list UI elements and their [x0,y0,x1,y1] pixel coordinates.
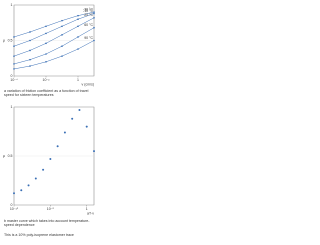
point [13,192,15,195]
point [77,25,79,28]
point [61,45,63,47]
x-tick-label: 10⁻¹⁰ [10,207,19,211]
series-line [13,27,95,65]
y-tick-label: 0 [11,203,13,207]
point [77,36,79,38]
series-label: -10 °C [83,9,93,13]
point [93,11,95,13]
x-tick-label: 10⁻⁵ [47,207,55,211]
series-line [13,17,95,57]
caption: a variation of friction coefficient as a… [4,89,89,98]
point [93,26,95,29]
page: 0 0.5 1 10⁻⁴ 10⁻² 1 μ v (cm/s) -30 °C -10 °C 20 °C… [0,0,100,245]
point [93,39,95,42]
point [93,150,95,153]
point [77,18,79,21]
point [20,189,23,192]
point [13,36,15,38]
chart: 0 0.5 1 10⁻¹⁰ 10⁻⁵ 1 μ aT·v [3,105,95,215]
point [29,65,31,67]
point [13,68,15,70]
y-tick-label: 1 [11,105,13,109]
point [45,25,47,28]
point [63,131,66,134]
point [56,145,59,148]
point [27,184,30,187]
point [61,25,63,28]
x-tick-label: 1 [86,207,88,211]
point [29,39,31,42]
point [71,117,74,120]
series-label: 90 °C [84,36,93,40]
point [45,42,47,45]
x-tick-label: 10⁻⁴ [10,78,18,82]
point [34,177,37,180]
series-line [13,13,95,47]
point [78,108,81,111]
point [29,49,31,52]
x-axis-label: v (cm/s) [82,82,94,86]
point [85,125,88,128]
series-label: -30 °C [83,8,93,12]
point [45,32,47,35]
point [61,34,63,36]
point [61,19,63,22]
point [13,55,15,57]
series-line [13,11,95,38]
point [49,157,52,160]
x-tick-label: 10⁻² [43,78,51,82]
x-tick-label: 1 [77,78,79,82]
y-tick-label: 0 [11,74,13,78]
point [13,63,15,65]
caption: b master curve which takes into account … [4,219,90,228]
y-tick-label: 0.5 [8,154,13,158]
y-tick-label: 0.5 [8,38,13,42]
x-axis-label: aT·v [87,211,94,215]
point [61,55,63,57]
point [45,61,47,63]
y-axis-label: μ [3,38,5,42]
point [77,48,79,50]
point [29,58,31,61]
chart: 0 0.5 1 10⁻⁴ 10⁻² 1 μ v (cm/s) -30 °C-10 °C20 °C… [3,3,95,86]
series-line [13,40,95,70]
point [93,16,95,19]
y-tick-label: 1 [11,3,13,7]
point [42,168,45,171]
point [77,14,79,17]
series-label: 20 °C [84,13,93,17]
point [93,12,95,15]
point [29,31,31,33]
footnote: This is a 10% poly-isoprene elastomer tr… [4,233,74,237]
y-axis-label: μ [3,154,5,158]
point [45,53,47,55]
series-label: 60 °C [84,23,93,27]
point [13,45,15,47]
